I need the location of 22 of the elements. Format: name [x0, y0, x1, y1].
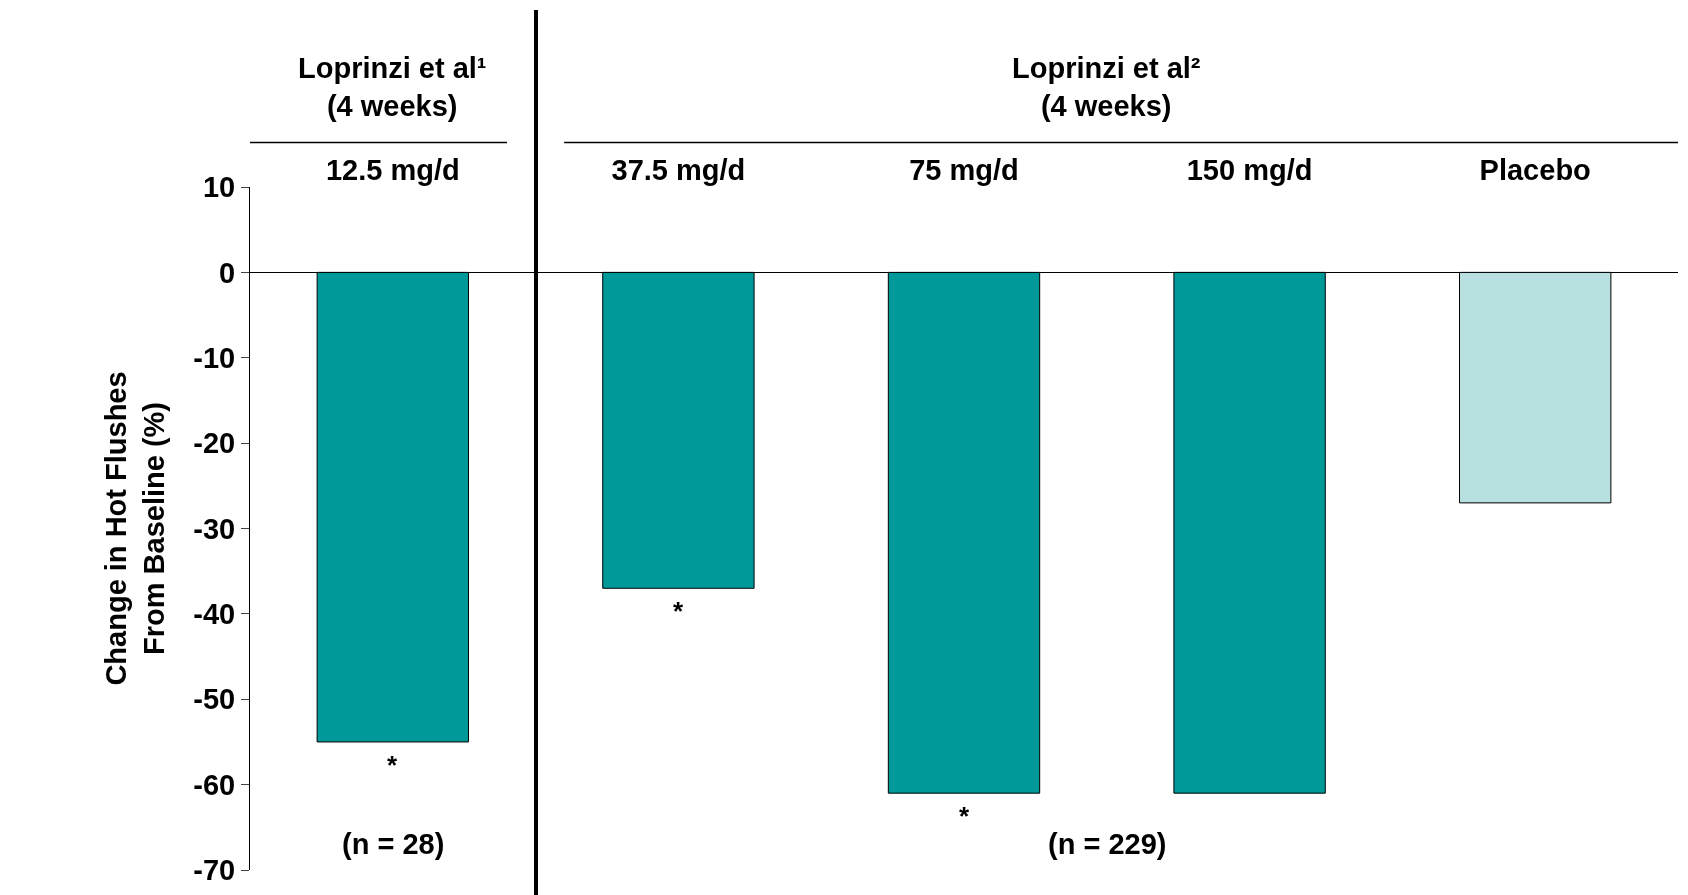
annotation: * — [959, 801, 970, 831]
annotation: (n = 229) — [1048, 828, 1167, 860]
y-tick-label: 10 — [202, 171, 236, 204]
y-axis-title: Change in Hot Flushes From Baseline (%) — [99, 371, 170, 686]
y-tick-label: -30 — [193, 512, 236, 545]
y-tick-label: -10 — [193, 341, 236, 374]
y-tick-label: -60 — [193, 768, 236, 801]
text: Loprinzi et al² (4 weeks) — [1012, 52, 1201, 122]
annotation: * — [387, 750, 398, 780]
x-tick-label: 37.5 mg/d — [611, 154, 746, 187]
x-tick-label: Placebo — [1479, 154, 1591, 187]
x-tick-label: 75 mg/d — [909, 154, 1019, 187]
y-tick-label: -40 — [193, 598, 236, 631]
y-tick-label: -20 — [193, 427, 236, 460]
annotation: * — [673, 596, 684, 626]
y-tick-label: -70 — [193, 854, 236, 887]
x-tick-label: 12.5 mg/d — [325, 154, 460, 187]
y-tick-label: -50 — [193, 683, 236, 716]
text: Loprinzi et al¹ (4 weeks) — [298, 52, 487, 122]
x-tick-label: 150 mg/d — [1186, 154, 1313, 187]
annotation: (n = 28) — [342, 828, 445, 860]
y-tick-label: 0 — [219, 256, 236, 289]
